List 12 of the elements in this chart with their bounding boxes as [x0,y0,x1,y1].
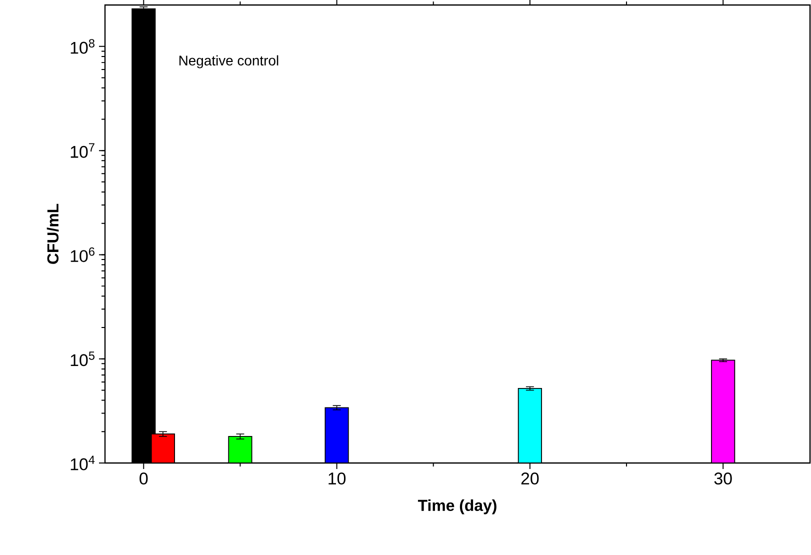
x-axis-title: Time (day) [418,499,496,514]
x-tick-label: 20 [521,472,539,485]
y-tick-label: 10$^{4}$ [70,456,95,470]
x-tick-label: 30 [714,472,732,485]
y-tick-label: 10$^{6}$ [70,247,94,262]
y-tick-label: 10$^{7}$ [70,143,94,158]
x-tick-label: 10 [328,472,346,485]
y-tick-label: 10$^{5}$ [70,352,94,366]
annotation: Negative control [179,55,278,68]
x-tick-label: 0 [140,472,148,485]
y-tick-label: 10$^{8}$ [70,39,94,54]
y-axis-title: CFU/mL [46,204,59,264]
